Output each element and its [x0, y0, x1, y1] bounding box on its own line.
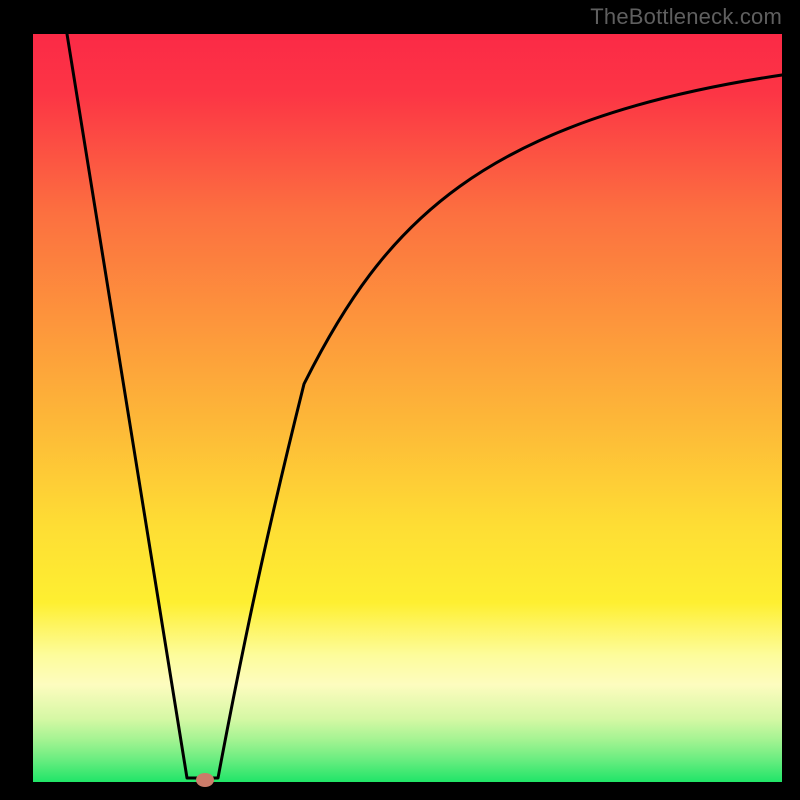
curve-path — [67, 34, 782, 778]
optimal-point-marker — [196, 773, 214, 787]
watermark-text: TheBottleneck.com — [590, 4, 782, 30]
bottleneck-chart: TheBottleneck.com — [0, 0, 800, 800]
chart-curve-layer — [0, 0, 800, 800]
